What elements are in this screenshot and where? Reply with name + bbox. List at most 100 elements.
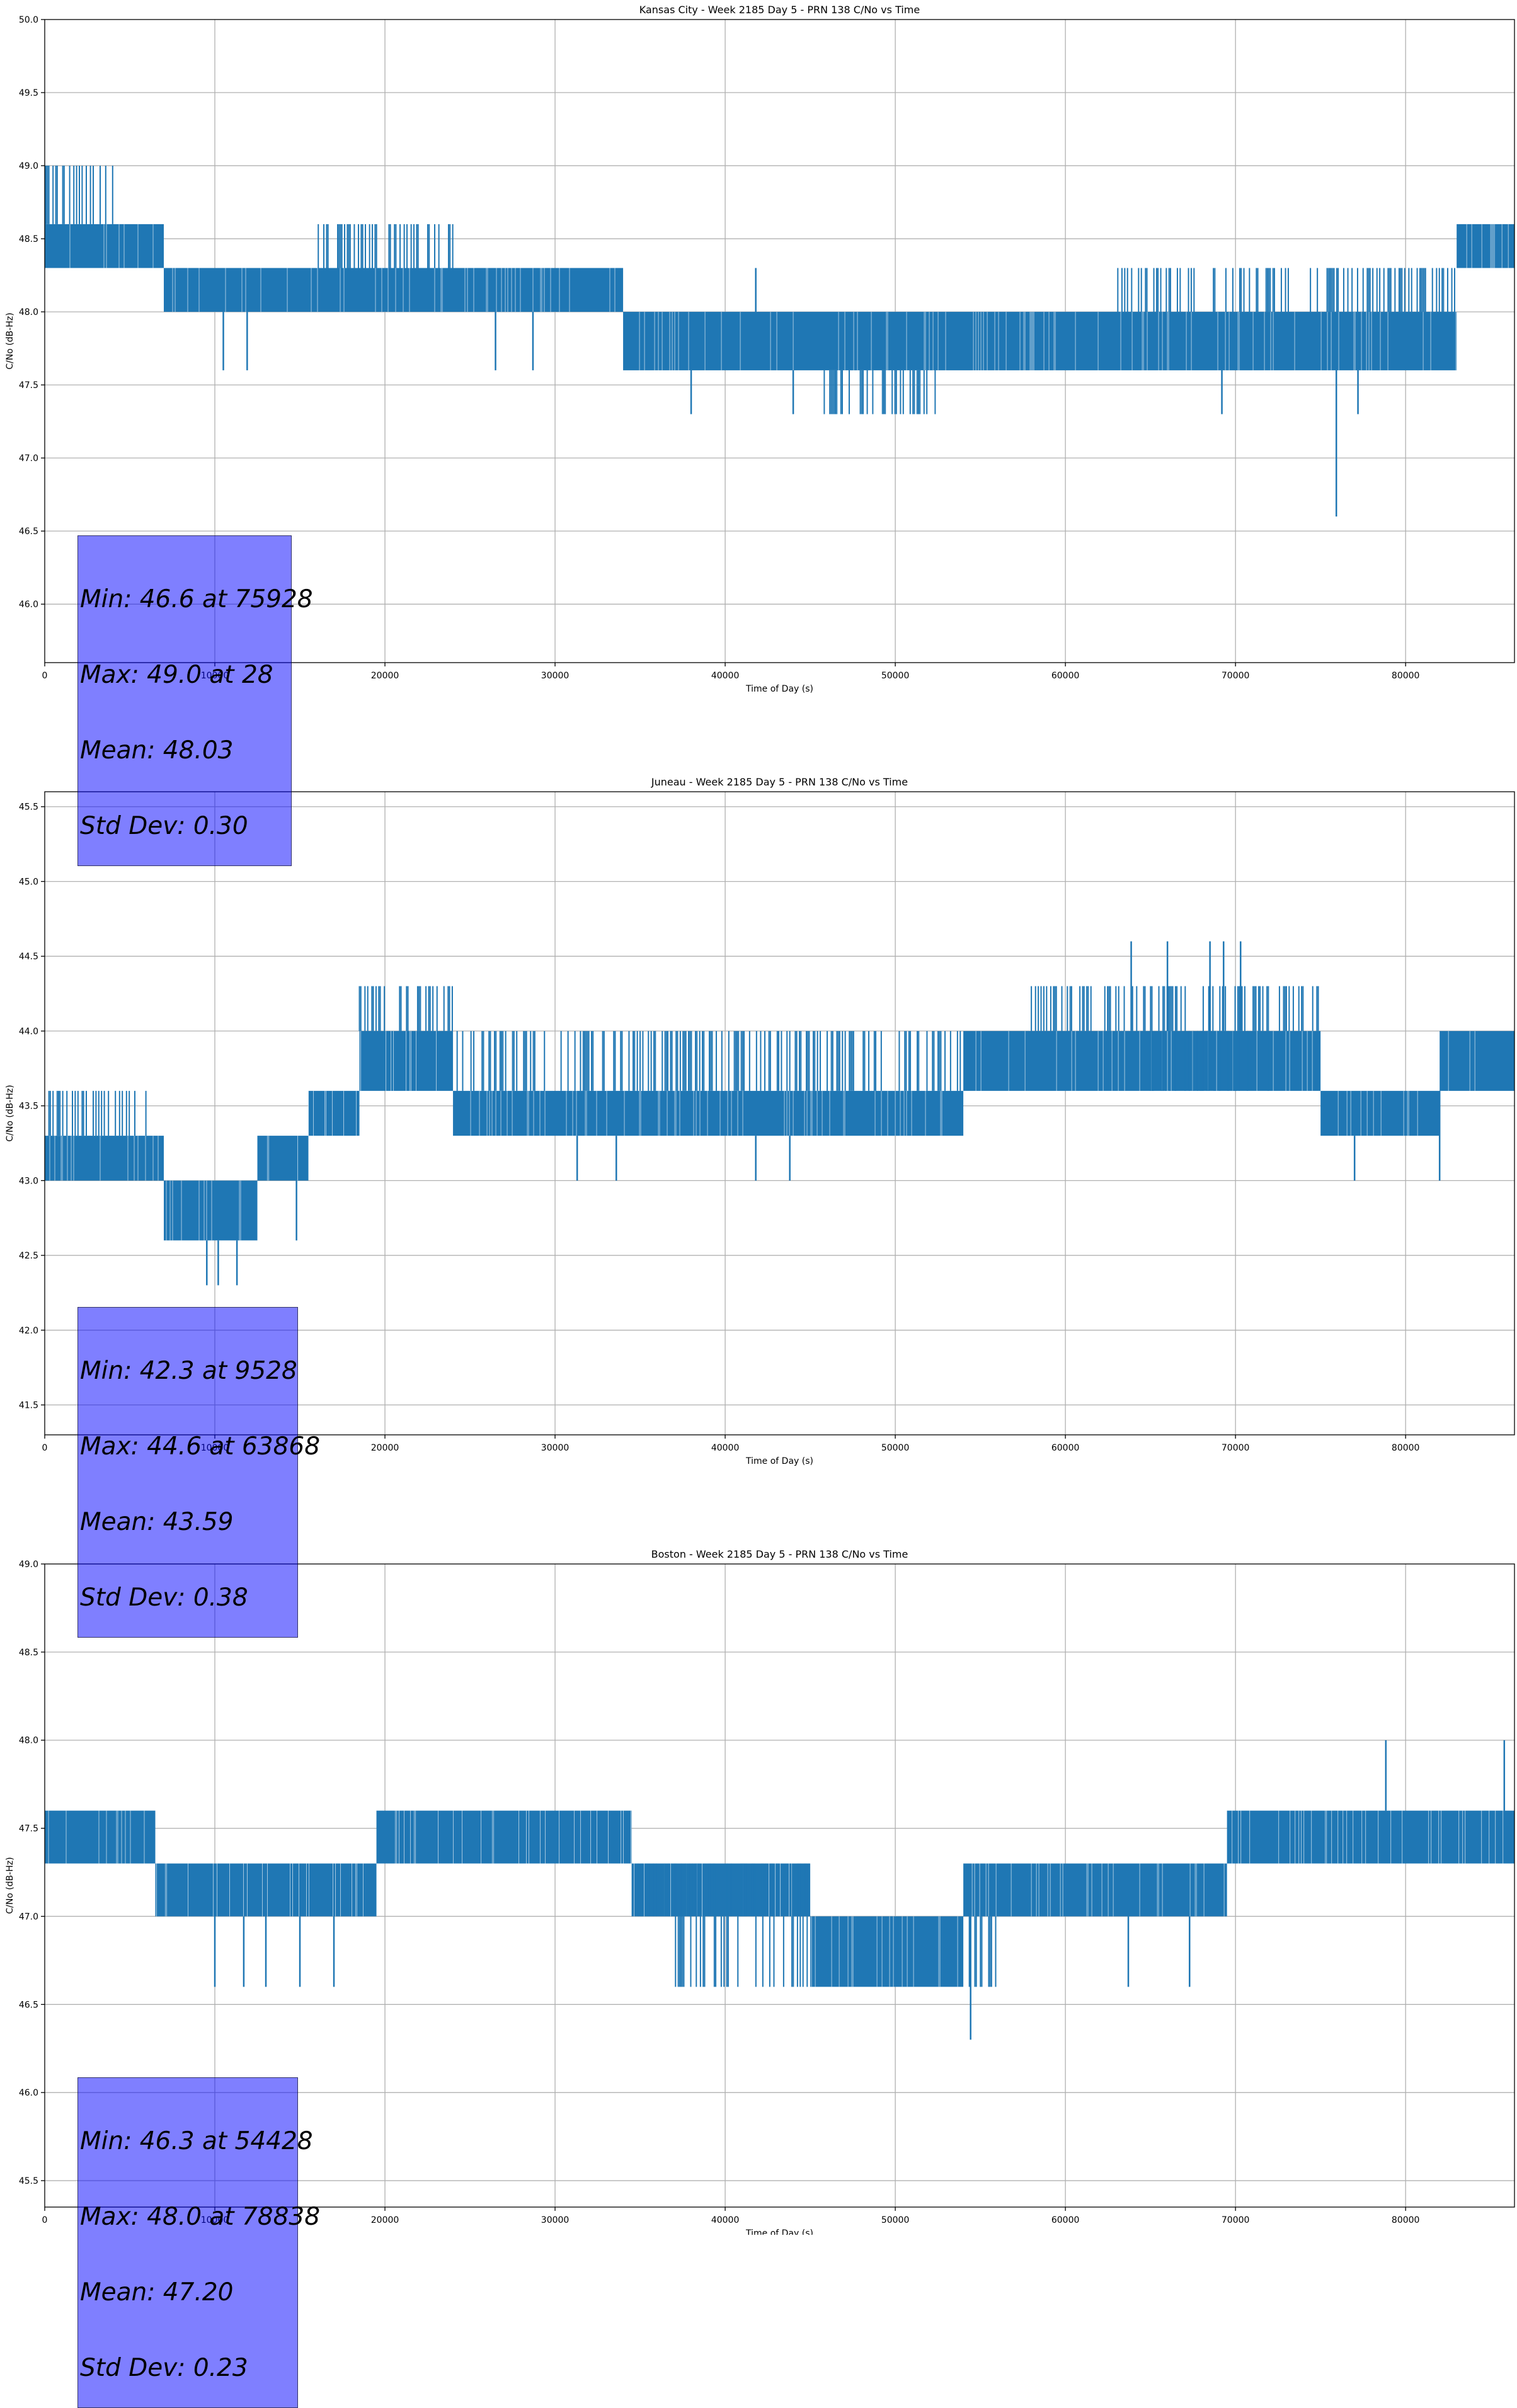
y-tick-label: 44.5 [19, 952, 38, 962]
stats-min: Min: 42.3 at 9528 [80, 1357, 297, 1385]
y-tick-label: 46.5 [19, 527, 38, 537]
axes-frame [44, 1563, 1515, 2208]
stats-box-2: Min: 46.3 at 54428 Max: 48.0 at 78838 Me… [77, 2077, 321, 2408]
x-tick-label: 30000 [541, 1443, 570, 1453]
series-band [623, 312, 1457, 370]
y-tick-label: 48.5 [19, 234, 38, 244]
chart-title: Juneau - Week 2185 Day 5 - PRN 138 C/No … [651, 776, 908, 788]
stats-box-1: Min: 42.3 at 9528 Max: 44.6 at 63868 Mea… [77, 1307, 321, 1638]
y-tick-label: 43.0 [19, 1176, 38, 1186]
data-series [45, 941, 1514, 1286]
y-tick-label: 42.0 [19, 1326, 38, 1336]
x-tick-label: 80000 [1392, 2215, 1420, 2225]
series-band [308, 1090, 360, 1136]
y-tick-label: 46.5 [19, 2000, 38, 2010]
chart-panel-1: 0100002000030000400005000060000700008000… [5, 776, 1515, 1466]
series-band [376, 1810, 632, 1864]
stats-max: Max: 48.0 at 78838 [80, 2203, 321, 2231]
figure: 0100002000030000400005000060000700008000… [5, 4, 1515, 2235]
series-band [1457, 224, 1514, 268]
stats-mean: Mean: 48.03 [80, 736, 234, 765]
stats-std: Std Dev: 0.23 [80, 2354, 248, 2382]
x-tick-label: 0 [42, 1443, 48, 1453]
series-band [1440, 1030, 1514, 1091]
x-tick-label: 70000 [1222, 2215, 1250, 2225]
y-tick-label: 41.5 [19, 1401, 38, 1411]
stats-std: Std Dev: 0.38 [80, 1583, 248, 1612]
y-tick-label: 48.5 [19, 1648, 38, 1658]
x-tick-label: 60000 [1051, 671, 1080, 681]
x-tick-label: 0 [42, 671, 48, 681]
x-tick-label: 40000 [711, 1443, 740, 1453]
axes-frame [44, 791, 1515, 1435]
series-band [631, 1863, 811, 1917]
series-band [1227, 1810, 1514, 1864]
x-tick-label: 60000 [1051, 2215, 1080, 2225]
series-band [1320, 1090, 1440, 1136]
y-tick-label: 46.0 [19, 600, 38, 610]
y-tick-label: 47.0 [19, 1912, 38, 1922]
x-tick-label: 30000 [541, 671, 570, 681]
y-axis-label: C/No (dB-Hz) [5, 1857, 15, 1914]
y-tick-label: 47.0 [19, 454, 38, 464]
series-band [45, 1136, 164, 1181]
x-tick-label: 20000 [371, 671, 399, 681]
stats-min: Min: 46.3 at 54428 [80, 2127, 313, 2155]
y-tick-label: 45.5 [19, 2176, 38, 2186]
x-axis-label: Time of Day (s) [745, 684, 813, 694]
x-tick-label: 50000 [881, 671, 910, 681]
x-tick-label: 50000 [881, 2215, 910, 2225]
y-tick-label: 48.0 [19, 1736, 38, 1746]
chart-panel-2: 0100002000030000400005000060000700008000… [5, 1548, 1515, 2235]
x-tick-label: 50000 [881, 1443, 910, 1453]
data-series [45, 1740, 1514, 2040]
series-band [963, 1863, 1227, 1917]
series-band [164, 1180, 258, 1241]
gridlines [45, 1564, 1514, 2207]
y-tick-label: 50.0 [19, 15, 38, 25]
y-tick-label: 47.5 [19, 1824, 38, 1834]
x-tick-label: 0 [42, 2215, 48, 2225]
x-tick-label: 80000 [1392, 1443, 1420, 1453]
x-tick-label: 40000 [711, 2215, 740, 2225]
y-tick-label: 43.5 [19, 1102, 38, 1112]
x-tick-label: 70000 [1222, 671, 1250, 681]
stats-std: Std Dev: 0.30 [80, 812, 248, 840]
y-tick-label: 49.0 [19, 161, 38, 171]
y-tick-label: 47.5 [19, 380, 38, 391]
x-axis-label: Time of Day (s) [745, 1456, 813, 1466]
y-axis-label: C/No (dB-Hz) [5, 1085, 15, 1141]
y-tick-label: 49.5 [19, 88, 38, 98]
y-tick-label: 45.0 [19, 877, 38, 887]
stats-max: Max: 44.6 at 63868 [80, 1432, 321, 1461]
series-band [453, 1090, 964, 1136]
x-tick-label: 80000 [1392, 671, 1420, 681]
y-tick-label: 42.5 [19, 1251, 38, 1261]
chart-panel-0: 0100002000030000400005000060000700008000… [5, 4, 1515, 694]
data-series [44, 166, 1514, 516]
x-axis-label: Time of Day (s) [745, 2228, 813, 2235]
axes-frame [44, 19, 1515, 663]
series-band [45, 224, 164, 268]
x-tick-label: 20000 [371, 2215, 399, 2225]
x-tick-label: 40000 [711, 671, 740, 681]
x-tick-label: 60000 [1051, 1443, 1080, 1453]
series-band [963, 1030, 1321, 1091]
y-tick-label: 46.0 [19, 2088, 38, 2098]
x-tick-label: 30000 [541, 2215, 570, 2225]
series-band [155, 1863, 377, 1917]
series-band [164, 268, 624, 312]
x-tick-label: 70000 [1222, 1443, 1250, 1453]
y-tick-label: 48.0 [19, 307, 38, 317]
stats-max: Max: 49.0 at 28 [80, 661, 273, 689]
stats-mean: Mean: 47.20 [80, 2278, 234, 2307]
series-band [810, 1916, 964, 1987]
chart-title: Boston - Week 2185 Day 5 - PRN 138 C/No … [651, 1548, 908, 1560]
stats-mean: Mean: 43.59 [80, 1508, 234, 1536]
y-tick-label: 45.5 [19, 802, 38, 813]
stats-box-0: Min: 46.6 at 75928 Max: 49.0 at 28 Mean:… [77, 535, 313, 866]
series-band [45, 1810, 156, 1864]
y-axis-label: C/No (dB-Hz) [5, 312, 15, 369]
y-tick-label: 44.0 [19, 1027, 38, 1037]
x-tick-label: 20000 [371, 1443, 399, 1453]
